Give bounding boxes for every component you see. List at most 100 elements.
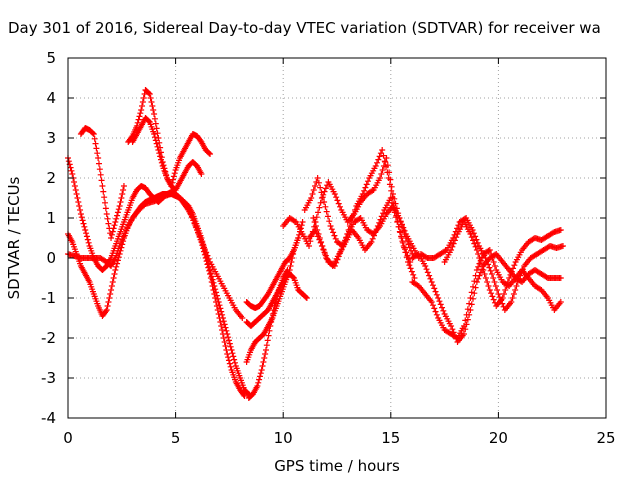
data-point	[114, 212, 121, 219]
data-point	[361, 187, 368, 194]
data-point	[306, 243, 313, 249]
data-point	[270, 307, 277, 313]
data-point	[311, 219, 318, 225]
x-tick-label: 5	[171, 429, 181, 447]
data-point	[85, 239, 92, 246]
data-point	[384, 169, 391, 176]
data-point	[119, 236, 126, 243]
data-point	[213, 289, 220, 296]
data-point	[557, 227, 564, 233]
data-point	[225, 334, 232, 341]
data-point	[298, 222, 305, 229]
data-point	[368, 239, 375, 245]
data-point	[405, 255, 412, 262]
data-point	[468, 234, 475, 241]
data-point	[403, 249, 410, 256]
data-point	[399, 238, 406, 245]
data-point	[145, 90, 152, 97]
data-point	[436, 298, 443, 305]
data-point	[424, 269, 431, 276]
data-point	[322, 185, 329, 192]
data-point	[401, 231, 408, 237]
data-point	[228, 347, 235, 353]
data-point	[112, 219, 119, 225]
data-point	[104, 303, 111, 309]
data-point	[390, 204, 397, 211]
data-point	[473, 279, 480, 285]
data-point	[211, 283, 218, 289]
data-point	[504, 279, 511, 285]
data-point	[379, 167, 386, 173]
data-point	[510, 291, 517, 297]
data-point	[559, 243, 566, 249]
data-point	[386, 181, 393, 188]
data-point	[508, 299, 515, 305]
data-point	[316, 235, 323, 241]
data-point	[266, 327, 273, 334]
data-point	[448, 247, 455, 253]
data-point	[472, 233, 479, 240]
data-point	[155, 147, 162, 153]
data-point	[490, 296, 497, 303]
data-point	[287, 263, 294, 269]
data-point	[472, 284, 479, 291]
data-point	[273, 296, 280, 303]
data-point	[378, 171, 385, 177]
data-point	[383, 155, 390, 161]
data-point	[422, 263, 429, 269]
data-point	[83, 233, 90, 240]
data-point	[475, 263, 482, 270]
data-point	[158, 159, 165, 166]
data-point	[136, 113, 143, 120]
data-point	[484, 279, 491, 285]
data-point	[116, 243, 123, 249]
series-10	[245, 267, 291, 401]
data-point	[195, 230, 202, 237]
data-point	[140, 95, 147, 101]
data-point	[467, 231, 474, 237]
data-point	[324, 213, 331, 220]
data-point	[151, 134, 158, 141]
data-point	[406, 244, 413, 251]
grid-lines	[68, 58, 606, 418]
data-point	[432, 288, 439, 295]
data-point	[290, 251, 297, 257]
data-point	[410, 271, 417, 278]
data-point	[231, 356, 238, 363]
data-point	[319, 194, 326, 201]
data-point	[315, 209, 322, 216]
data-point	[433, 291, 440, 298]
data-point	[328, 226, 335, 233]
data-point	[488, 271, 495, 277]
data-point	[134, 119, 141, 126]
data-point	[272, 299, 279, 306]
data-point	[194, 227, 201, 233]
data-point	[395, 223, 402, 230]
data-point	[223, 327, 230, 334]
data-point	[114, 209, 121, 216]
data-point	[102, 199, 109, 206]
series-18	[441, 219, 564, 309]
data-point	[219, 315, 226, 321]
data-point	[450, 240, 457, 247]
data-point	[138, 107, 145, 113]
data-point	[240, 391, 247, 398]
data-point	[331, 191, 338, 197]
data-point	[101, 194, 108, 201]
data-point	[381, 158, 388, 165]
data-point	[94, 150, 101, 157]
data-point	[139, 103, 146, 109]
data-point	[203, 249, 210, 256]
series-3	[65, 191, 246, 321]
y-tick-label: 4	[46, 89, 56, 107]
data-point	[154, 143, 161, 150]
data-point	[105, 299, 112, 305]
data-point	[387, 195, 394, 201]
data-point	[380, 152, 387, 159]
tick-labels: 0 5 10 15 20 25 -4 -3 -2 -1 0 1 2 3 4 5	[41, 49, 616, 447]
data-point	[451, 237, 458, 244]
series-6	[129, 115, 205, 193]
data-point	[309, 191, 316, 197]
data-point	[78, 214, 85, 221]
data-point	[95, 155, 102, 161]
